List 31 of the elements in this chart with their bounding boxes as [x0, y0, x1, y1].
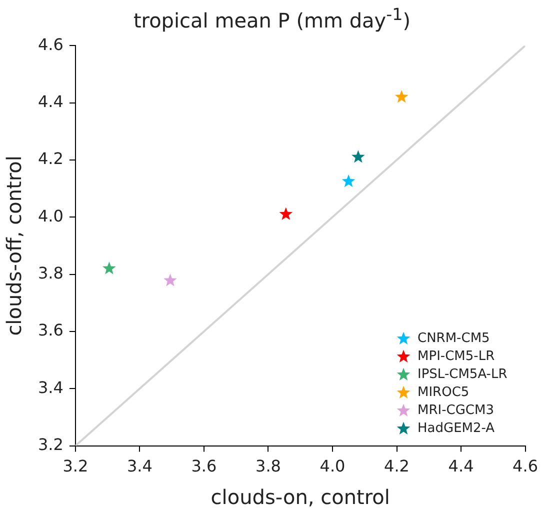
- y-tick-label: 3.4: [38, 378, 64, 397]
- point: [164, 274, 177, 286]
- point: [279, 207, 293, 220]
- y-tick-label: 4.2: [38, 149, 64, 168]
- y-tick-label: 3.8: [38, 263, 64, 282]
- y-tick-label: 4.4: [38, 92, 64, 111]
- y-tick-label: 4.6: [38, 34, 64, 54]
- legend-label: MIROC5: [418, 385, 470, 400]
- x-tick-label: 3.4: [126, 456, 152, 476]
- point: [342, 174, 356, 188]
- x-tick-label: 4.0: [320, 456, 346, 476]
- x-tick-label: 4.4: [448, 456, 474, 476]
- point: [352, 150, 365, 163]
- point: [394, 90, 408, 103]
- legend-label: MRI-CGCM3: [418, 403, 494, 418]
- y-tick-label: 3.2: [38, 434, 64, 454]
- point: [102, 262, 116, 274]
- legend-label: MPI-CM5-LR: [418, 349, 495, 364]
- legend-label: HadGEM2-A: [418, 421, 495, 436]
- x-axis-title: clouds-on, control: [210, 485, 390, 510]
- x-tick-label: 3.2: [62, 456, 88, 476]
- y-tick-label: 3.6: [38, 320, 64, 340]
- y-axis-title: clouds-off, control: [2, 156, 26, 336]
- chart-title: tropical mean P (mm day$^{-1}$): [132, 4, 412, 33]
- legend-label: CNRM-CM5: [418, 331, 490, 346]
- x-tick-label: 4.6: [512, 456, 538, 476]
- x-tick-label: 4.2: [384, 456, 410, 476]
- legend-label: IPSL-CM5A-LR: [418, 367, 508, 382]
- x-tick-label: 3.8: [256, 456, 281, 476]
- y-tick-label: 4.0: [38, 206, 64, 226]
- x-tick-label: 3.6: [191, 456, 217, 476]
